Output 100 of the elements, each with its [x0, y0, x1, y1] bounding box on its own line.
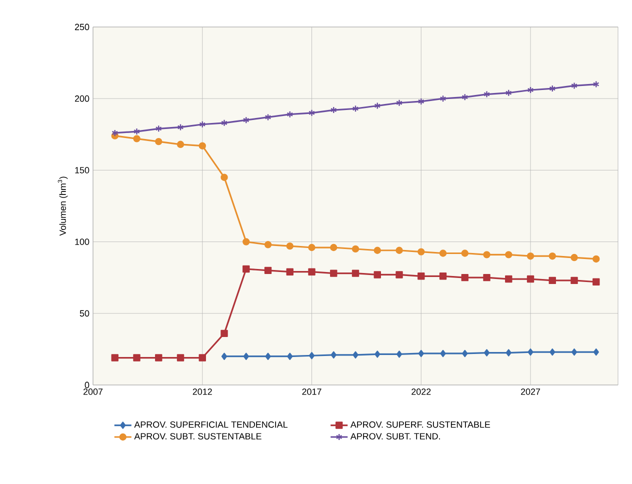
point: [526, 275, 534, 283]
point: [198, 142, 206, 150]
point: [177, 124, 184, 131]
point: [352, 270, 360, 277]
point: [571, 348, 578, 356]
point: [111, 354, 118, 362]
point: [308, 268, 316, 276]
point: [242, 116, 250, 124]
point: [199, 120, 206, 128]
point: [592, 255, 600, 263]
point: [176, 354, 184, 362]
point: [308, 352, 315, 360]
x-tick-label: 2027: [520, 388, 540, 395]
point: [133, 135, 140, 142]
point: [418, 248, 425, 256]
point: [330, 106, 337, 114]
legend-label: APROV. SUPERF. SUSTENTABLE: [350, 421, 490, 428]
x-tick-label: 2017: [302, 388, 322, 395]
point: [330, 351, 336, 359]
point: [550, 348, 556, 356]
point: [549, 84, 556, 92]
point: [155, 138, 162, 146]
point: [570, 276, 578, 284]
point: [418, 272, 425, 280]
point: [198, 354, 206, 362]
point: [461, 274, 468, 282]
point: [176, 140, 184, 148]
point: [506, 349, 512, 356]
point: [287, 352, 293, 360]
point: [483, 251, 490, 258]
point: [418, 98, 424, 106]
point: [461, 250, 468, 257]
point: [330, 270, 338, 277]
point: [483, 274, 490, 282]
x-tick-label: 2012: [192, 388, 212, 395]
point: [155, 125, 162, 132]
legend-label: APROV. SUPERFICIAL TENDENCIAL: [134, 421, 288, 428]
point: [440, 94, 446, 102]
point: [352, 245, 360, 253]
point: [133, 354, 140, 362]
point: [374, 350, 380, 358]
point: [440, 350, 446, 358]
point: [484, 349, 490, 356]
y-tick-label: 100: [75, 238, 90, 245]
y-tick-label: 50: [80, 310, 90, 317]
point: [265, 352, 271, 360]
point: [548, 252, 556, 260]
point: [592, 278, 600, 286]
point: [526, 252, 534, 260]
point: [286, 242, 294, 250]
point: [220, 330, 228, 338]
point: [548, 276, 556, 284]
point: [374, 246, 381, 254]
point: [308, 109, 315, 117]
point: [264, 114, 272, 121]
point: [264, 266, 272, 274]
point: [352, 105, 359, 112]
y-tick-label: 0: [84, 382, 90, 388]
point: [484, 90, 490, 98]
point: [286, 268, 294, 276]
point: [155, 354, 162, 362]
y-tick-label: 250: [74, 24, 90, 30]
point: [396, 350, 402, 358]
point: [221, 119, 228, 127]
point: [396, 99, 402, 106]
legend-label: APROV. SUBT. SUSTENTABLE: [134, 433, 262, 440]
point: [308, 244, 316, 252]
point: [374, 271, 381, 278]
point: [220, 174, 228, 181]
point: [221, 352, 228, 360]
point: [462, 94, 468, 101]
y-tick-label: 150: [75, 167, 90, 174]
point: [243, 352, 249, 360]
point: [528, 348, 534, 356]
point: [505, 251, 512, 258]
point: [527, 86, 534, 94]
point: [418, 350, 424, 358]
point: [570, 254, 578, 262]
point: [593, 348, 599, 356]
x-tick-label: 2007: [83, 388, 103, 395]
point: [439, 250, 447, 257]
point: [396, 246, 403, 254]
point: [242, 265, 250, 273]
point: [352, 351, 358, 359]
point: [134, 128, 140, 136]
x-tick-label: 2022: [412, 388, 431, 395]
legend-label: APROV. SUBT. TEND.: [350, 433, 440, 440]
point: [505, 275, 512, 283]
point: [439, 272, 447, 280]
y-axis-title: Volumen (hm$^{3}$): [58, 176, 68, 236]
point: [330, 244, 338, 252]
point: [242, 238, 250, 246]
point: [374, 102, 381, 110]
point: [462, 350, 468, 358]
point: [571, 82, 578, 90]
point: [286, 110, 294, 118]
point: [396, 271, 403, 278]
y-tick-label: 200: [74, 95, 90, 102]
point: [264, 241, 272, 248]
point: [505, 89, 512, 96]
